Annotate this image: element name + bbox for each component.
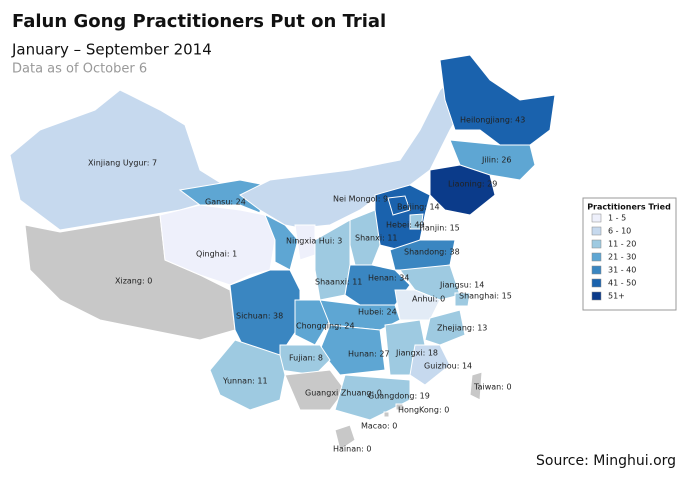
province: [439, 54, 556, 146]
province-label: Ningxia Hui: 3: [286, 237, 342, 246]
legend-swatch: [591, 252, 602, 262]
legend: 1 - 5 6 - 10 11 - 20 21 - 30 31 - 40 41 - 50 5…: [591, 213, 636, 301]
province-label: Fujian: 8: [289, 354, 323, 363]
province-label: Chongqing: 24: [296, 322, 355, 331]
subtitle: January – September 2014: [11, 41, 212, 59]
province-label: Qinghai: 1: [196, 250, 237, 259]
legend-label: 6 - 10: [608, 227, 631, 236]
province-label: Nei Mongol: 9: [333, 195, 388, 204]
province-label: Macao: 0: [361, 422, 397, 431]
province: [409, 213, 424, 230]
province: [394, 289, 441, 321]
legend-label: 21 - 30: [608, 253, 636, 262]
province: [454, 292, 471, 307]
province-label: Heilongjiang: 43: [460, 116, 525, 125]
legend-label: 11 - 20: [608, 240, 636, 249]
legend-swatch: [591, 291, 602, 301]
province: [383, 411, 390, 418]
province-label: Jiangsu: 14: [439, 281, 484, 290]
labels: Xinjiang Uygur: 7 Xizang: 0 Qinghai: 1 Gans…: [88, 116, 525, 454]
legend-swatch: [591, 226, 602, 236]
legend-label: 51+: [608, 292, 625, 301]
province-label: Shanghai: 15: [459, 292, 512, 301]
province-label: Xinjiang Uygur: 7: [88, 159, 157, 168]
title: Falun Gong Practitioners Put on Trial: [12, 11, 386, 32]
legend-swatch: [591, 213, 602, 223]
province-label: Tianjin: 15: [417, 224, 460, 233]
province-label: Guangxi Zhuang: 0: [305, 389, 382, 398]
province: [395, 403, 404, 411]
province: [469, 371, 483, 401]
province-label: Henan: 34: [368, 274, 409, 283]
province: [9, 89, 242, 231]
province: [424, 309, 466, 346]
legend-swatch: [591, 278, 602, 288]
regions: [9, 54, 556, 451]
province-label: Guizhou: 14: [424, 362, 472, 371]
province-label: Shandong: 38: [404, 248, 460, 257]
province: [314, 219, 351, 301]
province-label: Yunnan: 11: [222, 377, 268, 386]
legend-swatch: [591, 239, 602, 249]
province-label: Jilin: 26: [481, 156, 512, 165]
province-label: Xizang: 0: [115, 277, 152, 286]
legend-label: 41 - 50: [608, 279, 636, 288]
legend-label: 31 - 40: [608, 266, 636, 275]
province-label: Hebei: 49: [386, 221, 425, 230]
province-label: Liaoning: 29: [448, 180, 497, 189]
province: [319, 324, 386, 376]
province-label: Beijing: 14: [397, 203, 440, 212]
province-label: Guangdong: 19: [368, 392, 430, 401]
province-label: Jiangxi: 18: [395, 349, 438, 358]
province: [334, 424, 356, 451]
legend-title: Practitioners Tried: [587, 203, 671, 212]
province: [294, 299, 331, 346]
province-label: Gansu: 24: [205, 198, 246, 207]
note: Data as of October 6: [12, 62, 147, 77]
province-label: Anhui: 0: [412, 295, 445, 304]
province-label: HongKong: 0: [398, 406, 449, 415]
province-label: Hunan: 27: [348, 350, 390, 359]
province: [429, 164, 496, 216]
legend-swatch: [591, 265, 602, 275]
province: [334, 374, 411, 421]
province: [399, 264, 461, 301]
source: Source: Minghui.org: [536, 453, 676, 469]
province: [209, 339, 286, 411]
province-label: Hainan: 0: [333, 445, 372, 454]
province-label: Taiwan: 0: [473, 383, 512, 392]
province-label: Zhejiang: 13: [437, 324, 487, 333]
province-label: Shanxi: 11: [355, 234, 398, 243]
legend-label: 1 - 5: [608, 214, 626, 223]
province-label: Hubei: 24: [358, 308, 397, 317]
province-label: Shaanxi: 11: [315, 278, 362, 287]
province-label: Sichuan: 38: [236, 312, 283, 321]
province: [387, 195, 411, 216]
province: [409, 344, 451, 386]
